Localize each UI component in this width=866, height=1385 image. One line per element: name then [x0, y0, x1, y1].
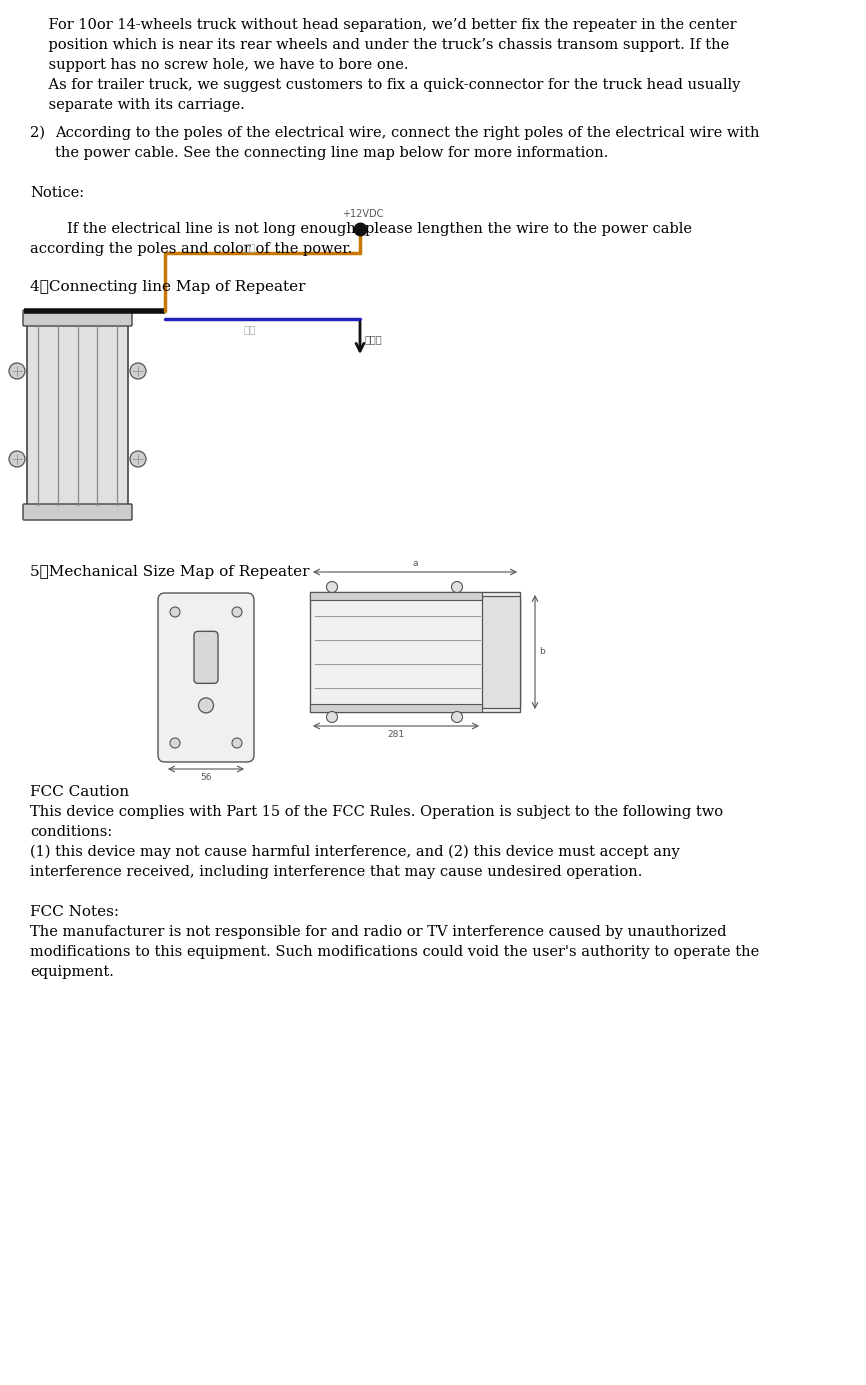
- Text: 5．Mechanical Size Map of Repeater: 5．Mechanical Size Map of Repeater: [30, 565, 309, 579]
- FancyBboxPatch shape: [27, 312, 128, 518]
- Bar: [310, 591, 520, 712]
- Text: (1) this device may not cause harmful interference, and (2) this device must acc: (1) this device may not cause harmful in…: [30, 845, 680, 859]
- Text: For 10or 14-wheels truck without head separation, we’d better fix the repeater i: For 10or 14-wheels truck without head se…: [30, 18, 737, 32]
- Circle shape: [451, 712, 462, 723]
- Circle shape: [232, 738, 242, 748]
- Text: If the electrical line is not long enough, please lengthen the wire to the power: If the electrical line is not long enoug…: [30, 222, 692, 235]
- FancyBboxPatch shape: [194, 632, 218, 683]
- Text: FCC Caution: FCC Caution: [30, 785, 129, 799]
- Text: conditions:: conditions:: [30, 825, 113, 839]
- Text: support has no screw hole, we have to bore one.: support has no screw hole, we have to bo…: [30, 58, 409, 72]
- FancyBboxPatch shape: [23, 504, 132, 519]
- Circle shape: [9, 452, 25, 467]
- Text: The manufacturer is not responsible for and radio or TV interference caused by u: The manufacturer is not responsible for …: [30, 925, 727, 939]
- Text: +12VDC: +12VDC: [342, 209, 384, 219]
- Text: As for trailer truck, we suggest customers to fix a quick-connector for the truc: As for trailer truck, we suggest custome…: [30, 78, 740, 91]
- Bar: [482, 596, 520, 708]
- FancyBboxPatch shape: [23, 310, 132, 325]
- Text: the power cable. See the connecting line map below for more information.: the power cable. See the connecting line…: [55, 145, 609, 161]
- Text: 2): 2): [30, 126, 45, 140]
- FancyBboxPatch shape: [158, 593, 254, 762]
- Bar: [310, 591, 482, 600]
- Text: 4．Connecting line Map of Repeater: 4．Connecting line Map of Repeater: [30, 280, 306, 294]
- Bar: [310, 704, 482, 712]
- Text: position which is near its rear wheels and under the truck’s chassis transom sup: position which is near its rear wheels a…: [30, 37, 729, 53]
- Text: interference received, including interference that may cause undesired operation: interference received, including interfe…: [30, 866, 643, 879]
- Circle shape: [326, 712, 338, 723]
- Text: according the poles and color of the power.: according the poles and color of the pow…: [30, 242, 352, 256]
- Circle shape: [9, 363, 25, 379]
- Text: 车身地: 车身地: [365, 334, 383, 343]
- Text: 红色: 红色: [243, 324, 256, 334]
- Text: separate with its carriage.: separate with its carriage.: [30, 98, 245, 112]
- Text: 56: 56: [200, 773, 212, 783]
- Text: equipment.: equipment.: [30, 965, 113, 979]
- Text: 281: 281: [387, 730, 404, 740]
- Text: Notice:: Notice:: [30, 186, 84, 199]
- Text: b: b: [539, 648, 545, 656]
- Circle shape: [198, 698, 214, 713]
- Circle shape: [451, 582, 462, 593]
- Text: FCC Notes:: FCC Notes:: [30, 904, 120, 920]
- Circle shape: [170, 738, 180, 748]
- Text: 红色: 红色: [243, 242, 256, 252]
- Circle shape: [326, 582, 338, 593]
- Text: According to the poles of the electrical wire, connect the right poles of the el: According to the poles of the electrical…: [55, 126, 759, 140]
- Circle shape: [170, 607, 180, 616]
- Circle shape: [130, 363, 146, 379]
- Text: This device complies with Part 15 of the FCC Rules. Operation is subject to the : This device complies with Part 15 of the…: [30, 805, 723, 819]
- Text: a: a: [412, 560, 417, 568]
- Circle shape: [232, 607, 242, 616]
- Circle shape: [130, 452, 146, 467]
- Text: modifications to this equipment. Such modifications could void the user's author: modifications to this equipment. Such mo…: [30, 945, 759, 958]
